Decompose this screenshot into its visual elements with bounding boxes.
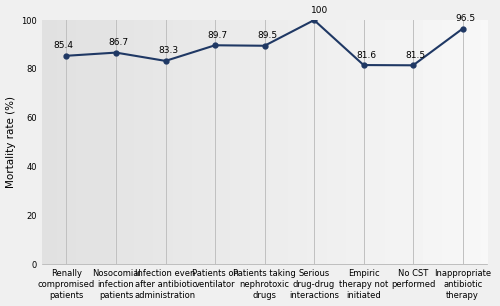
Text: 96.5: 96.5 [456, 14, 475, 23]
Text: 100: 100 [311, 6, 328, 15]
Text: 83.3: 83.3 [158, 46, 178, 55]
Text: 85.4: 85.4 [54, 41, 74, 50]
Y-axis label: Mortality rate (%): Mortality rate (%) [6, 96, 16, 188]
Text: 81.6: 81.6 [356, 50, 376, 59]
Text: 86.7: 86.7 [108, 38, 129, 47]
Text: 89.5: 89.5 [258, 31, 278, 40]
Text: 89.7: 89.7 [208, 31, 228, 40]
Text: 81.5: 81.5 [406, 51, 426, 60]
